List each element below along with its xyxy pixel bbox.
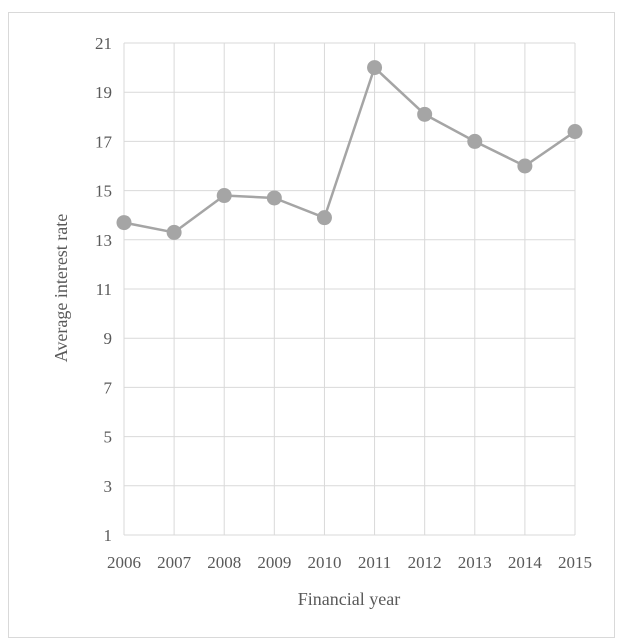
- x-tick-label: 2014: [508, 553, 543, 572]
- data-point: [367, 60, 383, 76]
- y-tick-label: 3: [104, 477, 113, 496]
- data-point: [316, 210, 332, 226]
- y-tick-label: 21: [95, 34, 112, 53]
- y-tick-label: 17: [95, 132, 113, 151]
- series-line: [123, 66, 576, 234]
- chart-frame: [8, 12, 615, 638]
- data-point: [266, 190, 282, 206]
- x-tick-label: 2009: [257, 553, 291, 572]
- data-point: [517, 158, 533, 174]
- data-point: [567, 124, 583, 140]
- x-tick-label: 2012: [408, 553, 442, 572]
- y-tick-label: 7: [104, 378, 113, 397]
- y-tick-label: 5: [104, 428, 113, 447]
- x-tick-label: 2013: [458, 553, 492, 572]
- series-group: [116, 60, 583, 240]
- x-tick-label: 2015: [558, 553, 592, 572]
- y-tick-label: 13: [95, 231, 112, 250]
- y-tick-label: 19: [95, 83, 112, 102]
- x-tick-label: 2007: [157, 553, 192, 572]
- x-tick-label: 2006: [107, 553, 141, 572]
- x-tick-label: 2010: [307, 553, 341, 572]
- y-tick-label: 1: [104, 526, 113, 545]
- data-point: [216, 188, 232, 204]
- data-point: [417, 106, 433, 122]
- y-tick-label: 11: [96, 280, 112, 299]
- x-tick-labels: 2006 2007 2008 2009 2010 2011 2012 2013 2014 2015: [107, 553, 592, 572]
- x-tick-label: 2011: [358, 553, 391, 572]
- x-tick-label: 2008: [207, 553, 241, 572]
- data-point: [166, 224, 182, 240]
- y-tick-label: 9: [104, 329, 113, 348]
- y-axis-title: Average interest rate: [51, 214, 71, 363]
- x-axis-title: Financial year: [298, 589, 400, 609]
- grid-lines: [123, 42, 576, 536]
- data-point: [467, 133, 483, 149]
- data-point: [116, 215, 132, 231]
- y-tick-label: 15: [95, 182, 112, 201]
